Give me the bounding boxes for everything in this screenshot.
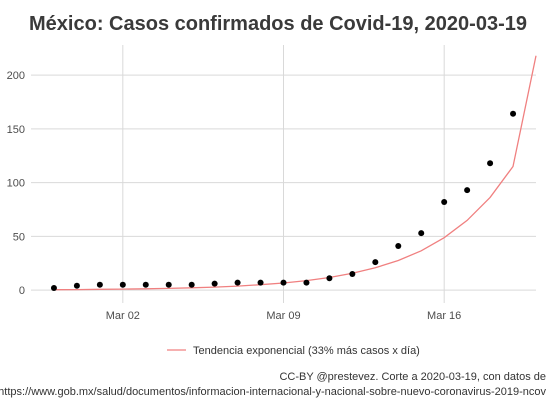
y-tick-label: 100 <box>7 178 25 190</box>
grid-lines <box>31 45 536 303</box>
trend-line <box>53 55 537 291</box>
data-point <box>165 281 172 288</box>
data-point <box>395 243 402 250</box>
trend-line-layer <box>53 55 537 291</box>
y-tick-label: 150 <box>7 124 25 136</box>
data-point <box>96 281 103 288</box>
data-point <box>441 198 448 205</box>
data-point <box>119 281 126 288</box>
data-point <box>234 279 241 286</box>
data-point <box>303 279 310 286</box>
data-point <box>464 187 471 194</box>
legend-label: Tendencia exponencial (33% más casos x d… <box>193 345 420 357</box>
axis-labels: 0 50 100 150 200 Mar 02 Mar 09 Mar 16 <box>7 70 462 322</box>
chart-title: México: Casos confirmados de Covid-19, 2… <box>29 13 527 35</box>
data-point <box>211 280 218 287</box>
data-point <box>487 160 494 167</box>
caption-line-1: CC-BY @prestevez. Corte a 2020-03-19, co… <box>279 371 546 383</box>
data-point <box>349 270 356 277</box>
data-point <box>510 110 517 117</box>
x-tick-label: Mar 09 <box>266 310 300 322</box>
y-tick-label: 200 <box>7 70 25 82</box>
y-tick-label: 0 <box>19 285 25 297</box>
data-point <box>326 275 333 282</box>
x-tick-label: Mar 16 <box>427 310 461 322</box>
data-point <box>50 284 57 291</box>
data-point <box>280 279 287 286</box>
caption-line-2: https://www.gob.mx/salud/documentos/info… <box>0 386 546 398</box>
data-point <box>142 281 149 288</box>
data-point <box>257 279 264 286</box>
data-point <box>73 282 80 289</box>
data-point <box>188 281 195 288</box>
data-points-layer <box>50 110 517 291</box>
data-point <box>372 259 379 266</box>
legend: Tendencia exponencial (33% más casos x d… <box>167 345 420 357</box>
x-tick-label: Mar 02 <box>106 310 140 322</box>
y-tick-label: 50 <box>13 231 25 243</box>
data-point <box>418 230 425 237</box>
